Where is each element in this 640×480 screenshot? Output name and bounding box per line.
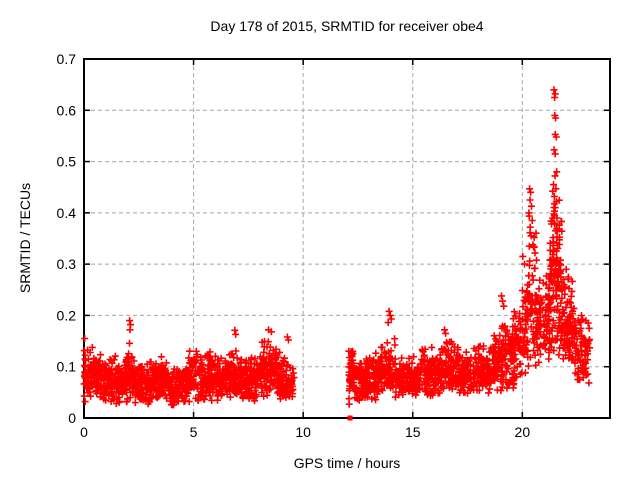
y-tick-label: 0.1 — [57, 359, 77, 375]
y-tick-label: 0.2 — [57, 307, 77, 323]
x-tick-label: 10 — [295, 424, 311, 440]
x-axis-label: GPS time / hours — [293, 455, 401, 471]
x-tick-label: 5 — [190, 424, 198, 440]
x-tick-label: 0 — [80, 424, 88, 440]
scatter-points — [80, 86, 594, 409]
y-tick-label: 0.7 — [57, 51, 77, 67]
y-tick-label: 0.6 — [57, 102, 77, 118]
x-tick-label: 15 — [405, 424, 421, 440]
chart-title: Day 178 of 2015, SRMTID for receiver obe… — [210, 18, 484, 34]
y-tick-label: 0 — [68, 410, 76, 426]
y-tick-label: 0.3 — [57, 256, 77, 272]
plot-border — [83, 58, 611, 419]
x-tick-label: 20 — [515, 424, 531, 440]
zero-outlier-point — [347, 415, 353, 421]
y-tick-label: 0.4 — [57, 205, 77, 221]
y-tick-label: 0.5 — [57, 154, 77, 170]
